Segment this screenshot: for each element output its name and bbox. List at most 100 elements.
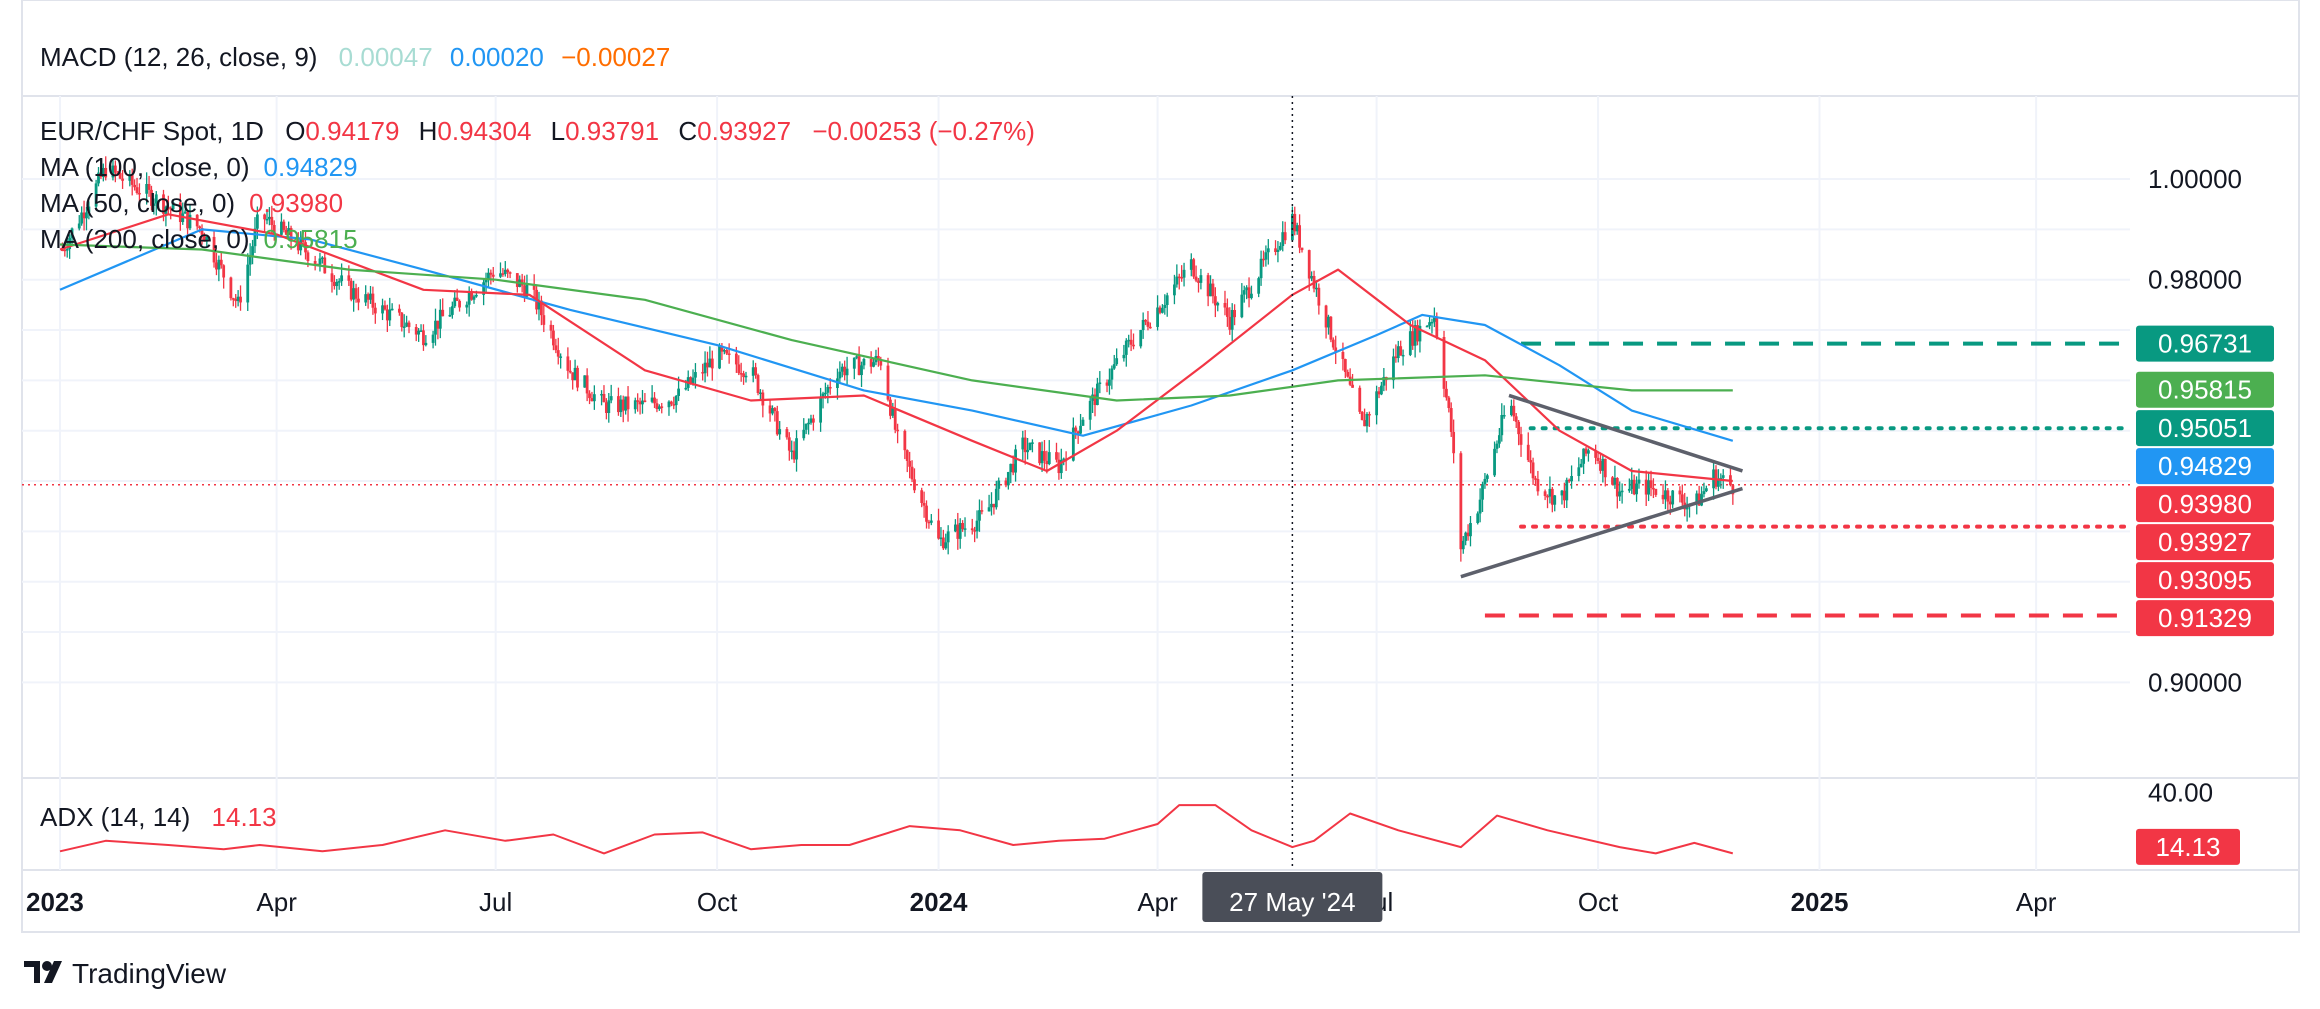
candle-body bbox=[400, 312, 404, 328]
candle-body bbox=[1257, 278, 1261, 294]
candle-body bbox=[304, 242, 307, 253]
candle-body bbox=[1197, 280, 1200, 283]
candle-body bbox=[239, 296, 242, 303]
candle-body bbox=[77, 223, 81, 229]
candle-body bbox=[667, 401, 671, 408]
candle-body bbox=[650, 397, 654, 402]
adx-value-badge-text: 14.13 bbox=[2155, 832, 2220, 862]
candle-body bbox=[1317, 287, 1321, 306]
candle-body bbox=[229, 277, 233, 299]
candle-body bbox=[1141, 319, 1145, 331]
candle-body bbox=[1216, 302, 1220, 306]
candle-body bbox=[602, 393, 606, 403]
candle-body bbox=[1401, 354, 1405, 357]
candle-body bbox=[568, 370, 572, 373]
candle-body bbox=[487, 272, 490, 280]
candle-body bbox=[1430, 321, 1434, 324]
time-axis[interactable]: 2023AprJulOct2024AprJulOct2025Apr27 May … bbox=[26, 872, 2057, 922]
candle-body bbox=[1043, 451, 1046, 461]
candle-body bbox=[1346, 372, 1350, 377]
candle-body bbox=[1148, 326, 1152, 329]
candle-body bbox=[970, 528, 974, 531]
candle-body bbox=[619, 399, 623, 413]
candle-body bbox=[1459, 453, 1463, 550]
candle-body bbox=[701, 372, 705, 374]
candle-body bbox=[1343, 359, 1347, 373]
candle-body bbox=[253, 228, 257, 247]
candle-body bbox=[944, 542, 948, 549]
candle-body bbox=[879, 359, 883, 366]
candle-body bbox=[1447, 397, 1451, 409]
candle-body bbox=[600, 393, 603, 396]
candle-body bbox=[821, 393, 825, 398]
candle-body bbox=[571, 372, 575, 381]
candle-body bbox=[499, 273, 502, 277]
candle-body bbox=[708, 358, 712, 368]
candle-body bbox=[785, 429, 789, 438]
candle-body bbox=[1543, 491, 1547, 496]
candle-body bbox=[624, 396, 628, 411]
symbol-legend[interactable]: EUR/CHF Spot, 1D O0.94179 H0.94304 L0.93… bbox=[40, 116, 1035, 146]
candle-body bbox=[1206, 275, 1210, 297]
candle-body bbox=[1132, 344, 1135, 347]
candle-body bbox=[1233, 309, 1237, 318]
candle-body bbox=[118, 173, 122, 179]
open-value: 0.94179 bbox=[305, 116, 399, 146]
candle-body bbox=[566, 356, 570, 371]
crosshair-date-badge bbox=[1202, 872, 1383, 922]
candle-body bbox=[653, 397, 656, 404]
candle-body bbox=[489, 272, 493, 275]
macd-legend[interactable]: MACD (12, 26, close, 9) 0.00047 0.00020 … bbox=[40, 42, 670, 72]
candle-body bbox=[113, 165, 117, 173]
price-badge bbox=[2136, 486, 2274, 523]
candle-body bbox=[215, 262, 218, 270]
candle-body bbox=[1266, 248, 1270, 253]
candle-body bbox=[1045, 460, 1049, 465]
candle-body bbox=[1620, 490, 1624, 493]
candle-body bbox=[121, 178, 124, 181]
candle-body bbox=[467, 292, 471, 305]
indicator-label: MA (100, close, 0) bbox=[40, 152, 250, 182]
candle-body bbox=[1611, 477, 1614, 485]
candle-body bbox=[388, 309, 392, 321]
candle-body bbox=[980, 510, 984, 512]
candle-body bbox=[501, 273, 505, 275]
candle-body bbox=[588, 393, 591, 399]
candle-body bbox=[397, 308, 401, 313]
candle-body bbox=[219, 259, 223, 266]
candle-body bbox=[1062, 458, 1066, 461]
candle-body bbox=[475, 294, 478, 297]
candle-body bbox=[710, 358, 714, 369]
candle-body bbox=[162, 194, 165, 214]
candle-body bbox=[1040, 451, 1044, 464]
candle-body bbox=[1702, 491, 1706, 495]
candle-body bbox=[306, 252, 310, 261]
candle-body bbox=[754, 367, 758, 376]
candle-body bbox=[1329, 316, 1333, 340]
candle-body bbox=[1011, 463, 1015, 473]
candle-body bbox=[116, 172, 120, 175]
indicator-legend[interactable]: MA (100, close, 0) 0.94829 MA (50, close, … bbox=[40, 152, 358, 254]
candle-body bbox=[689, 377, 693, 384]
candle-body bbox=[617, 396, 620, 413]
candle-body bbox=[990, 503, 993, 508]
trendline bbox=[1460, 486, 1743, 579]
trendline bbox=[1508, 393, 1744, 473]
candle-body bbox=[674, 395, 678, 406]
candle-body bbox=[357, 298, 360, 303]
candle-body bbox=[1055, 452, 1058, 460]
candle-body bbox=[450, 306, 454, 315]
candle-body bbox=[1225, 307, 1229, 317]
candle-body bbox=[773, 408, 777, 412]
tradingview-logo[interactable]: TradingView bbox=[24, 958, 227, 989]
candle-body bbox=[1129, 339, 1133, 345]
candle-body bbox=[1189, 259, 1193, 270]
candle-body bbox=[1637, 479, 1641, 484]
adx-legend[interactable]: ADX (14, 14) 14.13 bbox=[40, 802, 277, 832]
candle-body bbox=[840, 366, 844, 372]
high-value: 0.94304 bbox=[437, 116, 531, 146]
candle-body bbox=[1341, 351, 1345, 360]
candle-body bbox=[1023, 437, 1027, 453]
candle-body bbox=[1278, 246, 1282, 250]
